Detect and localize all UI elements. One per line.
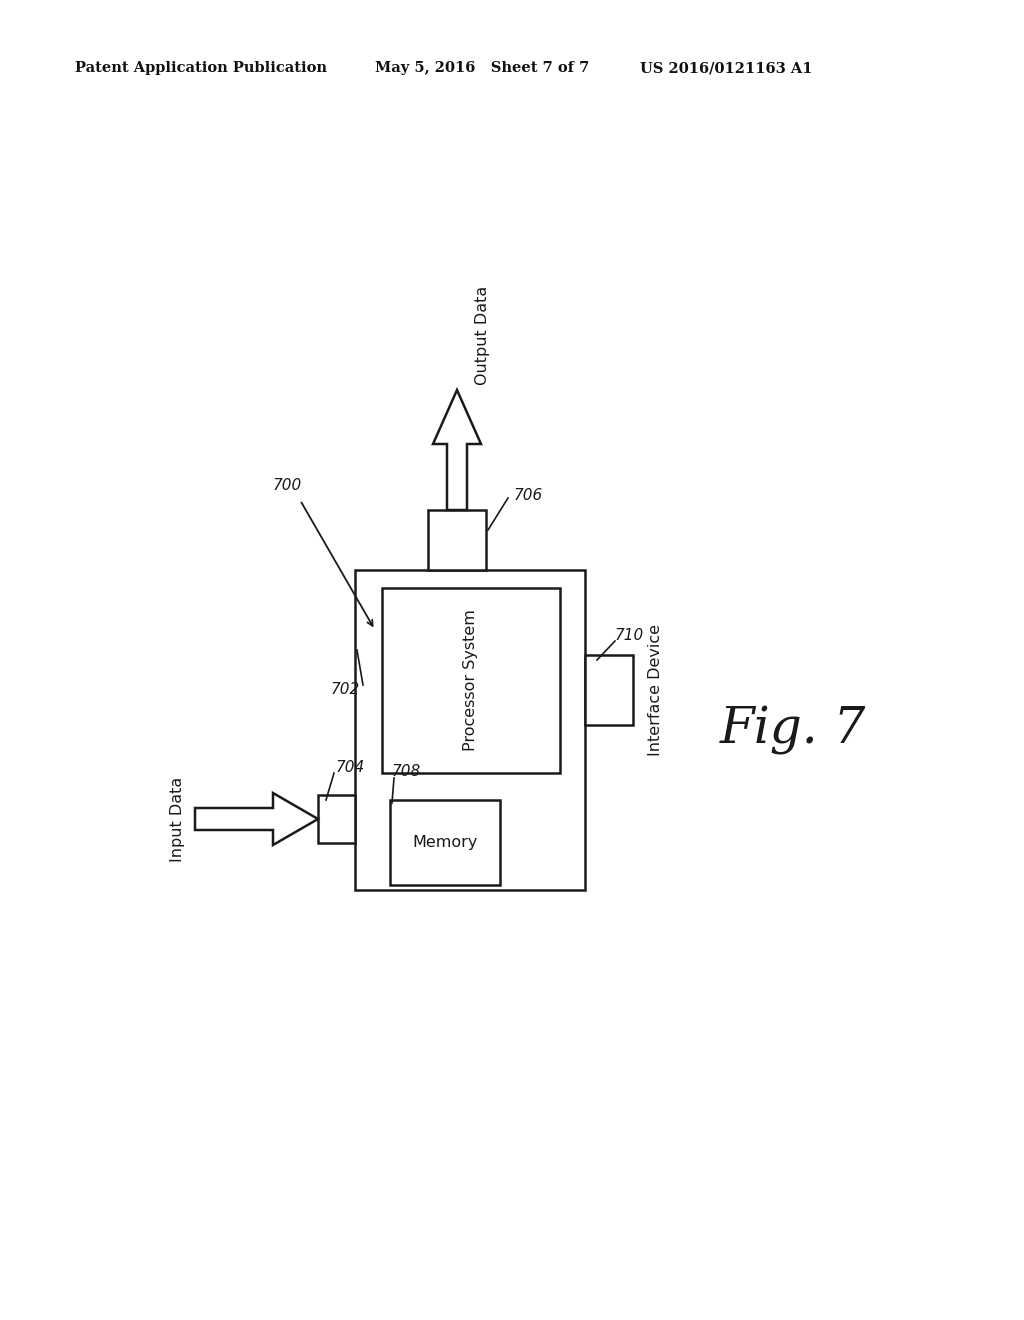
Text: 706: 706	[514, 487, 544, 503]
Text: Input Data: Input Data	[170, 776, 185, 862]
Bar	[382, 587, 560, 774]
Text: Memory: Memory	[413, 836, 477, 850]
Text: Interface Device: Interface Device	[648, 624, 663, 756]
Bar	[355, 570, 585, 890]
Text: 702: 702	[331, 682, 360, 697]
Text: 704: 704	[336, 759, 366, 775]
Text: 708: 708	[392, 764, 421, 780]
Polygon shape	[433, 389, 481, 510]
Text: Patent Application Publication: Patent Application Publication	[75, 61, 327, 75]
Bar	[428, 510, 486, 570]
Text: May 5, 2016   Sheet 7 of 7: May 5, 2016 Sheet 7 of 7	[375, 61, 589, 75]
Polygon shape	[195, 793, 318, 845]
Text: Fig. 7: Fig. 7	[720, 705, 866, 755]
Text: 710: 710	[615, 627, 644, 643]
Bar	[585, 655, 633, 725]
Text: US 2016/0121163 A1: US 2016/0121163 A1	[640, 61, 812, 75]
Text: Processor System: Processor System	[464, 610, 478, 751]
Bar	[390, 800, 500, 884]
Bar	[318, 795, 355, 843]
Text: 700: 700	[272, 478, 302, 492]
Text: Output Data: Output Data	[475, 285, 490, 385]
